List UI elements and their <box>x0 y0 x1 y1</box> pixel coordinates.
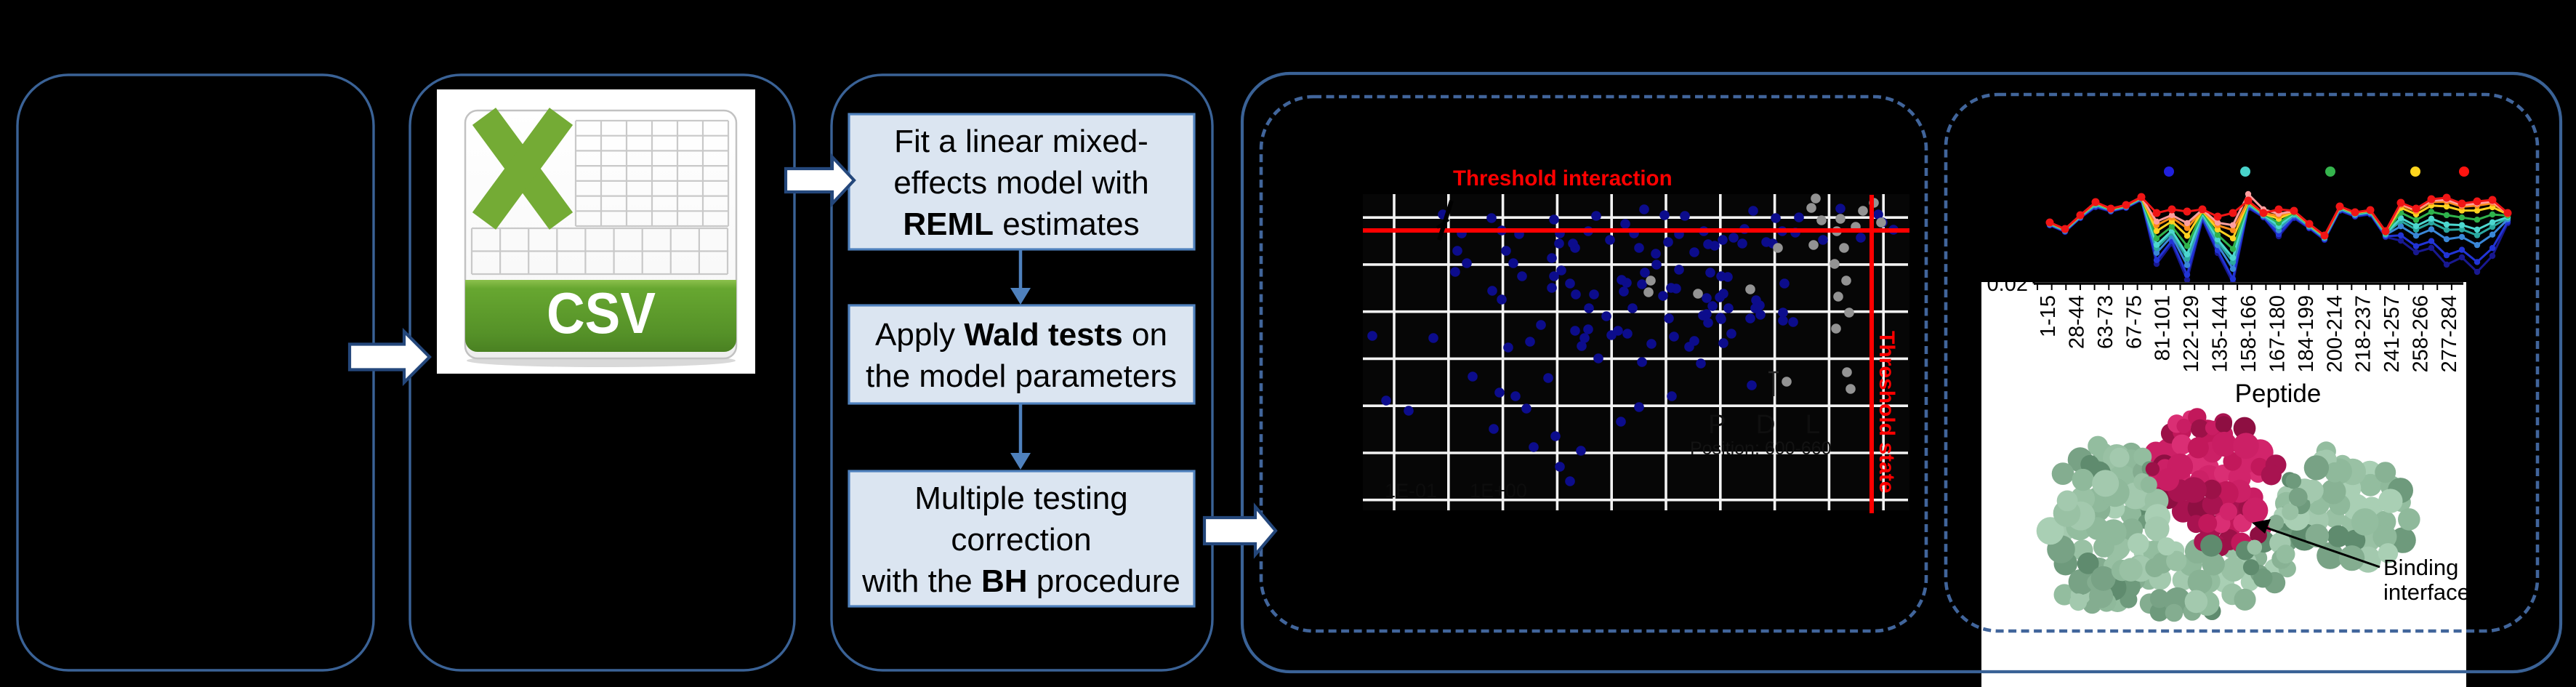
svg-text:the model parameters: the model parameters <box>866 358 1177 394</box>
svg-text:Multiple testing: Multiple testing <box>914 481 1127 516</box>
svg-text:correction: correction <box>951 522 1091 558</box>
svg-text:0.02: 0.02 <box>1987 273 2028 296</box>
svg-text:Fit a linear mixed-: Fit a linear mixed- <box>894 124 1148 159</box>
svg-text:184-199: 184-199 <box>2295 295 2318 372</box>
svg-text:effects model with: effects model with <box>893 165 1148 201</box>
svg-text:277-284: 277-284 <box>2438 295 2461 372</box>
svg-text:Threshold state: Threshold state <box>1875 331 1899 493</box>
svg-text:200-214: 200-214 <box>2323 295 2346 372</box>
svg-text:with the BH procedure: with the BH procedure <box>861 563 1180 599</box>
svg-text:P D L: P D L <box>1708 409 1820 439</box>
svg-text:122-129: 122-129 <box>2180 295 2203 372</box>
svg-text:Peptide: Peptide <box>2235 379 2322 408</box>
svg-text:63-73: 63-73 <box>2094 295 2117 349</box>
svg-text:1E-01 1E+00: 1E-01 1E+00 <box>1385 480 1527 502</box>
svg-text:81-101: 81-101 <box>2152 295 2175 361</box>
svg-text:Threshold interaction: Threshold interaction <box>1453 166 1673 190</box>
svg-text:CSV: CSV <box>547 281 656 345</box>
svg-text:158-166: 158-166 <box>2237 295 2261 372</box>
svg-text:1-15: 1-15 <box>2037 295 2060 337</box>
svg-text:interface: interface <box>2383 579 2470 605</box>
svg-text:258-266: 258-266 <box>2410 295 2433 372</box>
svg-text:REML estimates: REML estimates <box>903 206 1139 242</box>
svg-text:Binding: Binding <box>2383 555 2458 580</box>
svg-text:135-144: 135-144 <box>2209 295 2232 372</box>
svg-text:67-75: 67-75 <box>2122 295 2146 349</box>
svg-text:Apply Wald tests on: Apply Wald tests on <box>875 317 1167 353</box>
svg-text:28-44: 28-44 <box>2065 295 2088 349</box>
svg-text:241-257: 241-257 <box>2380 295 2404 372</box>
svg-text:218-237: 218-237 <box>2352 295 2375 372</box>
svg-text:167-180: 167-180 <box>2266 295 2289 372</box>
svg-text:Position: 600-660: Position: 600-660 <box>1690 438 1832 459</box>
